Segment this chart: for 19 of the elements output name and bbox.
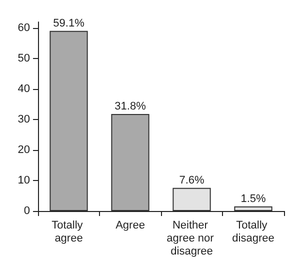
y-tick-label: 50 <box>18 52 30 65</box>
bar <box>234 206 272 211</box>
y-tick-label: 60 <box>18 22 30 34</box>
y-tick-label: 10 <box>18 174 30 187</box>
bar <box>111 114 150 211</box>
data-label: 7.6% <box>179 174 204 186</box>
x-tick-label: Totally disagree <box>232 220 274 244</box>
x-tick-label: Agree <box>116 220 145 232</box>
y-tick-label: 0 <box>24 205 30 217</box>
bar <box>50 30 88 211</box>
data-label: 31.8% <box>114 100 146 113</box>
x-tick-label: Neither agree nor disagree <box>166 220 217 258</box>
y-tick-label: 30 <box>18 114 30 126</box>
y-tick-label: 40 <box>18 83 30 96</box>
x-tick-label: Totally agree <box>52 220 86 244</box>
bar <box>172 188 211 211</box>
y-tick-label: 20 <box>18 144 30 156</box>
data-label: 59.1% <box>53 17 85 30</box>
data-label: 1.5% <box>240 192 266 205</box>
